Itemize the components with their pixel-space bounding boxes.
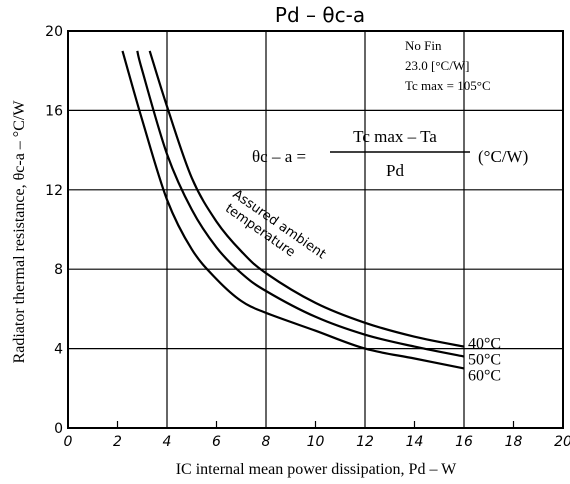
- series-label: 50°C: [468, 352, 501, 369]
- y-axis-label: Radiator thermal resistance, θc-a – °C/W: [11, 100, 28, 364]
- x-tick-label: 6: [212, 434, 221, 450]
- series-labels: 40°C50°C60°C: [468, 336, 501, 385]
- x-tick-labels: 0 2 4 6 8 10 12 14 16 18 20: [64, 434, 570, 450]
- x-tick-label: 0: [64, 434, 73, 450]
- x-tick-label: 16: [455, 434, 473, 450]
- chart-title: Pd – θc-a: [275, 3, 365, 27]
- x-tick-label: 18: [505, 434, 523, 450]
- info-box: No Fin 23.0 [°C/W] Tc max = 105°C: [405, 38, 491, 93]
- formula: θc – a = Tc max – Ta Pd (°C/W): [252, 127, 528, 180]
- info-line: Tc max = 105°C: [405, 78, 491, 93]
- series-group: [121, 50, 465, 370]
- y-tick-label: 12: [45, 183, 63, 199]
- x-tick-label: 2: [113, 434, 122, 450]
- x-tick-label: 10: [307, 434, 325, 450]
- x-axis-label: IC internal mean power dissipation, Pd –…: [176, 461, 457, 478]
- series-line: [136, 50, 465, 358]
- series-label: 60°C: [468, 367, 501, 384]
- formula-unit: (°C/W): [478, 147, 528, 166]
- formula-lhs: θc – a =: [252, 147, 306, 166]
- grid: [68, 31, 563, 428]
- x-tick-label: 8: [262, 434, 271, 450]
- info-line: 23.0 [°C/W]: [405, 58, 469, 73]
- formula-denominator: Pd: [386, 161, 404, 180]
- y-tick-labels: 0 4 8 12 16 20: [45, 24, 63, 437]
- info-line: No Fin: [405, 38, 442, 53]
- series-label: 40°C: [468, 336, 501, 353]
- x-tick-label: 20: [554, 434, 570, 450]
- formula-numerator: Tc max – Ta: [353, 127, 437, 146]
- series-line: [148, 50, 465, 348]
- y-tick-label: 20: [45, 24, 63, 40]
- y-tick-label: 8: [54, 262, 63, 278]
- y-tick-label: 4: [54, 342, 63, 358]
- y-tick-label: 0: [54, 421, 63, 437]
- x-tick-label: 12: [356, 434, 374, 450]
- annotation: Assured ambient temperature: [222, 187, 328, 262]
- y-tick-label: 16: [45, 103, 63, 119]
- x-tick-label: 4: [163, 434, 172, 450]
- x-tick-label: 14: [406, 434, 424, 450]
- series-line: [121, 50, 465, 370]
- plot-frame: [67, 30, 564, 429]
